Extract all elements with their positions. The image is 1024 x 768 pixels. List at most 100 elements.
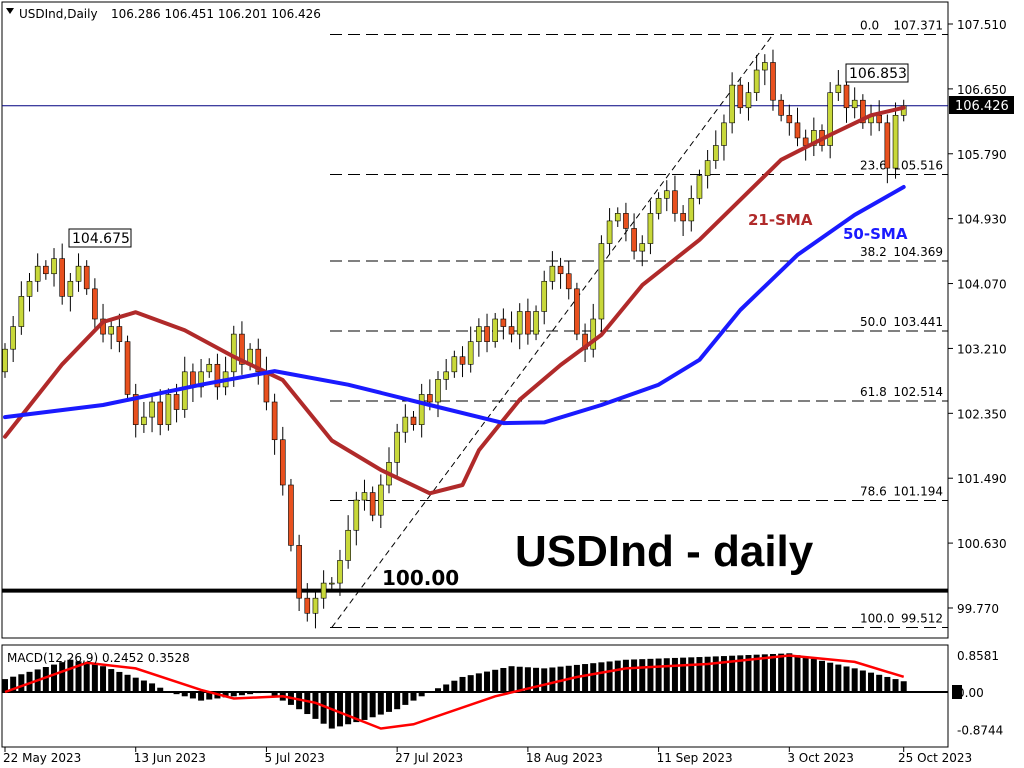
bear-candle	[459, 356, 466, 365]
macd-y-tick-label: -0.8744	[957, 724, 1003, 738]
macd-histogram-bar	[189, 692, 196, 699]
fib-price-label: 103.441	[893, 315, 943, 329]
y-tick-label: 106.650	[957, 83, 1007, 97]
bear-candle	[116, 326, 123, 342]
bull-candle	[516, 311, 523, 335]
macd-histogram-bar	[720, 656, 727, 692]
y-tick-label: 104.930	[957, 213, 1007, 227]
collapse-triangle-icon[interactable]	[6, 8, 14, 14]
macd-value-tag	[952, 685, 962, 699]
bear-candle	[59, 258, 65, 297]
bear-candle	[737, 84, 744, 109]
bear-candle	[92, 288, 98, 320]
bear-candle	[843, 84, 850, 109]
bear-candle	[43, 265, 49, 275]
macd-histogram-bar	[91, 664, 98, 692]
macd-histogram-bar	[631, 659, 638, 692]
macd-histogram-bar	[149, 683, 156, 692]
bear-candle	[304, 597, 311, 614]
bear-candle	[173, 394, 180, 410]
bull-candle	[141, 416, 147, 425]
bear-candle	[770, 62, 776, 101]
bull-candle	[892, 114, 899, 169]
fibonacci-levels: 0.0 107.371 23.6 105.516 38.2 104.369 50.0 103.…	[2, 18, 948, 628]
macd-histogram-bar	[59, 662, 66, 692]
x-tick-label: 27 Jul 2023	[395, 751, 463, 765]
macd-histogram-bar	[696, 657, 703, 692]
bull-candle	[467, 341, 474, 365]
x-tick-label: 5 Jul 2023	[264, 751, 324, 765]
bull-candle	[18, 296, 25, 327]
bear-candle	[214, 363, 221, 388]
macd-histogram-bar	[590, 663, 597, 692]
high-label-box-1	[68, 228, 132, 248]
bull-candle	[2, 348, 8, 373]
macd-histogram-bar	[516, 666, 523, 692]
macd-histogram-bar	[712, 656, 719, 692]
bull-candle	[230, 333, 237, 373]
macd-histogram-bar	[410, 692, 417, 701]
y-tick-label: 102.350	[957, 407, 1007, 421]
macd-y-tick-label: 0.8581	[957, 649, 999, 663]
bull-candle	[655, 197, 662, 214]
bear-candle	[565, 273, 572, 290]
bear-candle	[557, 265, 564, 275]
macd-histogram-bar	[533, 667, 540, 692]
bull-candle	[435, 379, 441, 403]
macd-histogram-bar	[492, 669, 499, 692]
macd-histogram-bar	[769, 653, 776, 692]
macd-histogram-bar	[377, 692, 384, 715]
macd-histogram-bar	[418, 692, 425, 697]
macd-histogram-bar	[868, 672, 875, 692]
bear-candle	[132, 394, 139, 425]
bull-candle	[541, 280, 548, 312]
macd-histogram-bar	[900, 681, 907, 692]
high-label-1: 104.675	[72, 231, 130, 247]
macd-histogram-bar	[173, 692, 180, 695]
fib-ratio-label: 38.2	[860, 245, 887, 259]
fib-ratio-label: 100.0	[860, 611, 894, 625]
high-label-box-2	[845, 63, 909, 83]
bull-candle	[663, 190, 670, 199]
x-tick-label: 3 Oct 2023	[787, 751, 854, 765]
bull-candle	[394, 431, 400, 463]
macd-histogram-bar	[222, 692, 229, 698]
bull-candle	[198, 371, 204, 388]
macd-histogram-bar	[745, 655, 752, 692]
bull-candle	[639, 243, 646, 252]
bull-candle	[75, 265, 82, 282]
bull-candle	[361, 492, 368, 501]
bull-candle	[312, 597, 319, 614]
macd-histogram-bar	[255, 692, 262, 694]
bull-candle	[721, 122, 727, 146]
macd-histogram-bar	[336, 692, 343, 727]
macd-signal-line	[4, 654, 905, 730]
bear-candle	[484, 326, 490, 342]
bull-candle	[51, 258, 57, 275]
x-tick-label: 22 May 2023	[3, 751, 81, 765]
bear-candle	[884, 122, 891, 169]
bear-candle	[631, 228, 637, 252]
bull-candle	[590, 318, 597, 350]
bull-candle	[598, 243, 605, 320]
macd-histogram-bar	[140, 680, 147, 692]
macd-histogram-bar	[83, 662, 90, 692]
macd-histogram-bar	[459, 676, 466, 692]
macd-histogram-bar	[132, 677, 139, 692]
macd-histogram-bar	[369, 692, 376, 718]
bull-candle	[851, 99, 858, 109]
macd-histogram-bar	[794, 655, 801, 692]
high-label-2: 106.853	[849, 66, 907, 82]
bull-candle	[165, 394, 172, 425]
symbol-label: USDInd,Daily	[19, 7, 98, 21]
y-tick-label: 100.630	[957, 537, 1007, 551]
macd-histogram-bar	[18, 674, 25, 692]
bull-candle	[688, 197, 695, 222]
bull-candle	[647, 213, 654, 244]
macd-histogram-bar	[198, 692, 205, 701]
macd-histogram-bar	[271, 692, 278, 697]
macd-histogram-bar	[435, 688, 442, 692]
fib-price-label: 105.516	[893, 158, 943, 172]
bull-candle	[328, 582, 335, 585]
